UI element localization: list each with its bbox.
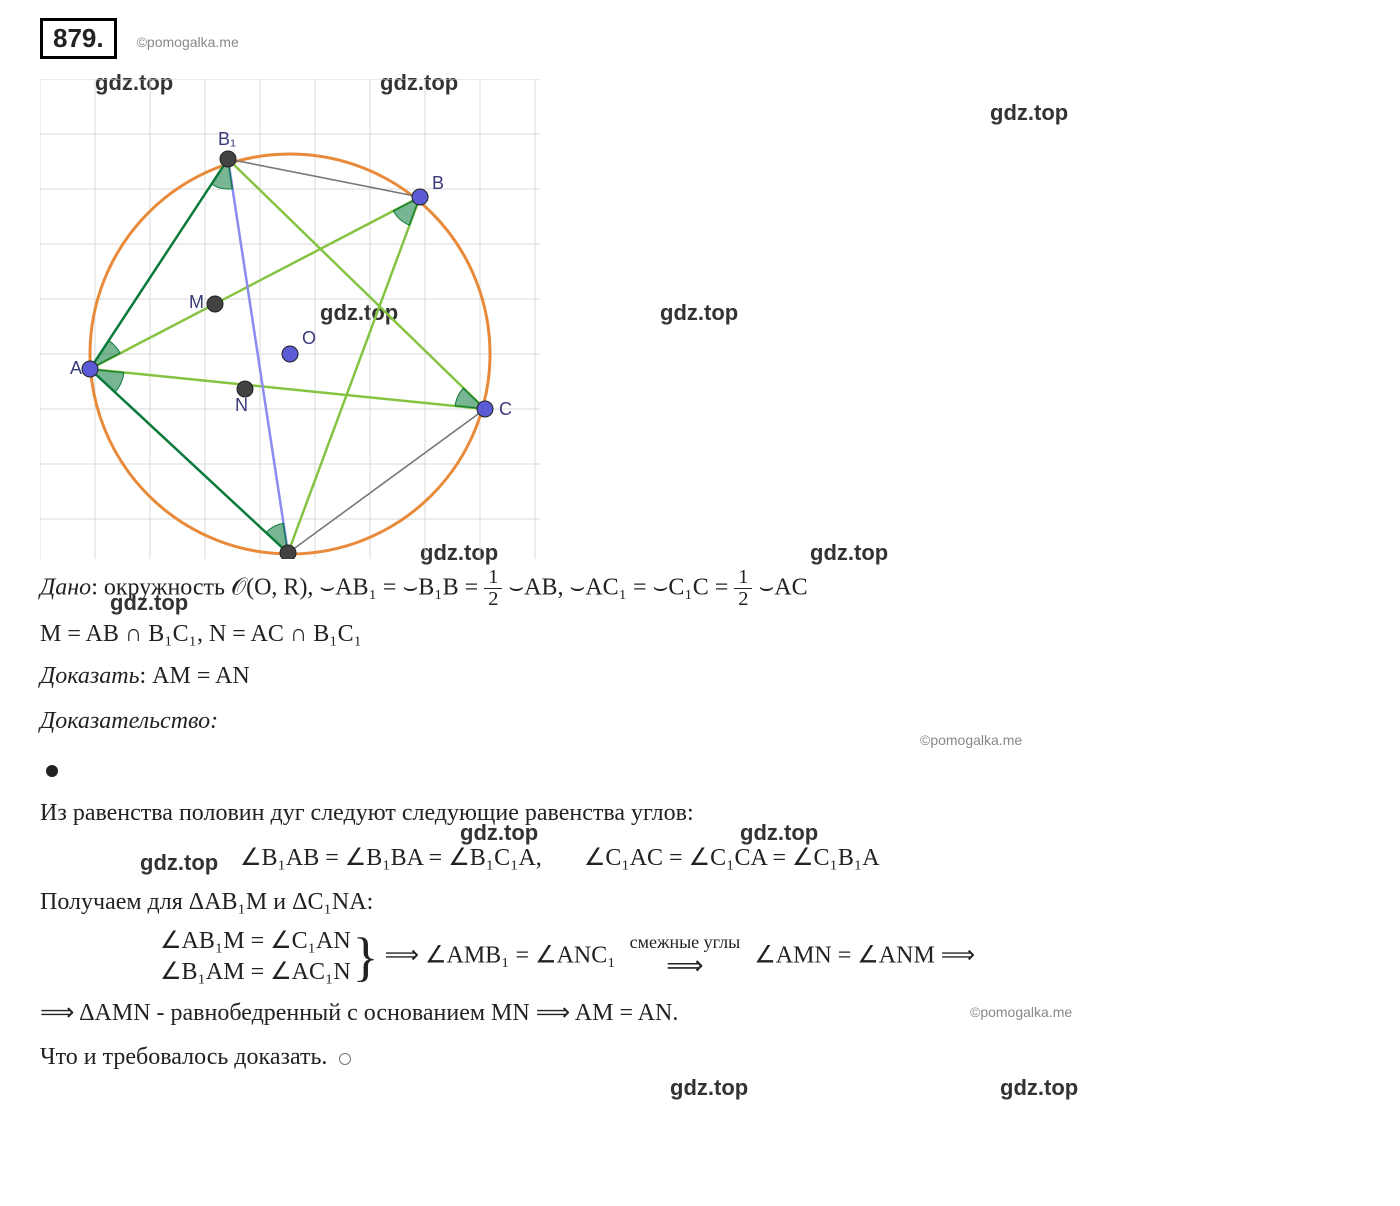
svg-text:N: N <box>235 395 248 415</box>
frac2: 12 <box>734 567 752 611</box>
arrow-icon: ⟹ <box>666 952 703 981</box>
header-row: 879. ©pomogalka.me <box>40 18 1360 59</box>
watermark: ©pomogalka.me <box>970 1004 1072 1020</box>
para2: Получаем для ΔAB₁M и ΔC₁NA: <box>40 883 1360 921</box>
dano-line: Дано: окружность 𝒪(O, R), ⌣AB₁ = ⌣B₁B = … <box>40 567 1360 611</box>
brace-icon: } <box>353 930 379 984</box>
end-circle-icon <box>339 1053 351 1065</box>
smezh-label: смежные углы <box>630 933 741 953</box>
labeled-arrow: смежные углы ⟹ <box>630 933 741 981</box>
watermark: gdz.top <box>990 100 1068 126</box>
watermark: gdz.top <box>810 540 888 566</box>
dokazat-line: Доказать: AM = AN <box>40 657 1360 695</box>
brace-line1: ∠AB₁M = ∠C₁AN <box>160 928 351 954</box>
dokazatelstvo-label: Доказательство: <box>40 702 1360 740</box>
conclusion: ⟹ ΔAMN - равнобедренный с основанием MN … <box>40 994 1360 1032</box>
svg-text:M: M <box>189 292 204 312</box>
qed: Что и требовалось доказать. <box>40 1044 327 1070</box>
dano-end: ⌣AC <box>758 574 807 600</box>
brace-lines: ∠AB₁M = ∠C₁AN ∠B₁AM = ∠AC₁N <box>160 926 351 988</box>
watermark: gdz.top <box>1000 1075 1078 1101</box>
svg-text:B: B <box>432 173 444 193</box>
watermark: ©pomogalka.me <box>920 732 1022 748</box>
watermark: gdz.top <box>660 300 738 326</box>
svg-text:C: C <box>499 399 512 419</box>
geometry-diagram: ABB₁CC₁OMN <box>40 79 540 559</box>
watermark: gdz.top <box>670 1075 748 1101</box>
dokazat-label: Доказать <box>40 663 140 689</box>
dano-mid: ⌣AB, ⌣AC₁ = ⌣C₁C = <box>508 574 734 600</box>
dokazat-body: : AM = AN <box>140 663 250 689</box>
brace-line2: ∠B₁AM = ∠AC₁N <box>160 959 351 985</box>
bullet-row <box>46 750 1360 788</box>
line2: M = AB ∩ B₁C₁, N = AC ∩ B₁C₁ <box>40 615 1360 653</box>
brace-row: ∠AB₁M = ∠C₁AN ∠B₁AM = ∠AC₁N } ⟹ ∠AMB₁ = … <box>40 926 1360 988</box>
dano-label: Дано <box>40 574 91 600</box>
svg-text:A: A <box>70 358 82 378</box>
para1: Из равенства половин дуг следуют следующ… <box>40 794 1360 832</box>
after-brace: ⟹ ∠AMB₁ = ∠ANC₁ <box>385 942 622 968</box>
dano-body: : окружность 𝒪(O, R), ⌣AB₁ = ⌣B₁B = <box>91 574 484 600</box>
eq1a: ∠B₁AB = ∠B₁BA = ∠B₁C₁A, <box>240 845 542 871</box>
after-smezh: ∠AMN = ∠ANM ⟹ <box>754 942 975 968</box>
solution-text: Дано: окружность 𝒪(O, R), ⌣AB₁ = ⌣B₁B = … <box>40 567 1360 1077</box>
qed-line: Что и требовалось доказать. <box>40 1038 1360 1076</box>
eq-line1: ∠B₁AB = ∠B₁BA = ∠B₁C₁A, ∠C₁AC = ∠C₁CA = … <box>40 839 1360 877</box>
diagram-svg: ABB₁CC₁OMN <box>40 79 540 559</box>
svg-text:O: O <box>302 328 316 348</box>
eq1b: ∠C₁AC = ∠C₁CA = ∠C₁B₁A <box>584 845 880 871</box>
copyright-top: ©pomogalka.me <box>137 34 239 50</box>
bullet-icon <box>46 765 58 777</box>
svg-text:B₁: B₁ <box>218 129 236 149</box>
problem-number: 879. <box>40 18 117 59</box>
frac1: 12 <box>484 567 502 611</box>
